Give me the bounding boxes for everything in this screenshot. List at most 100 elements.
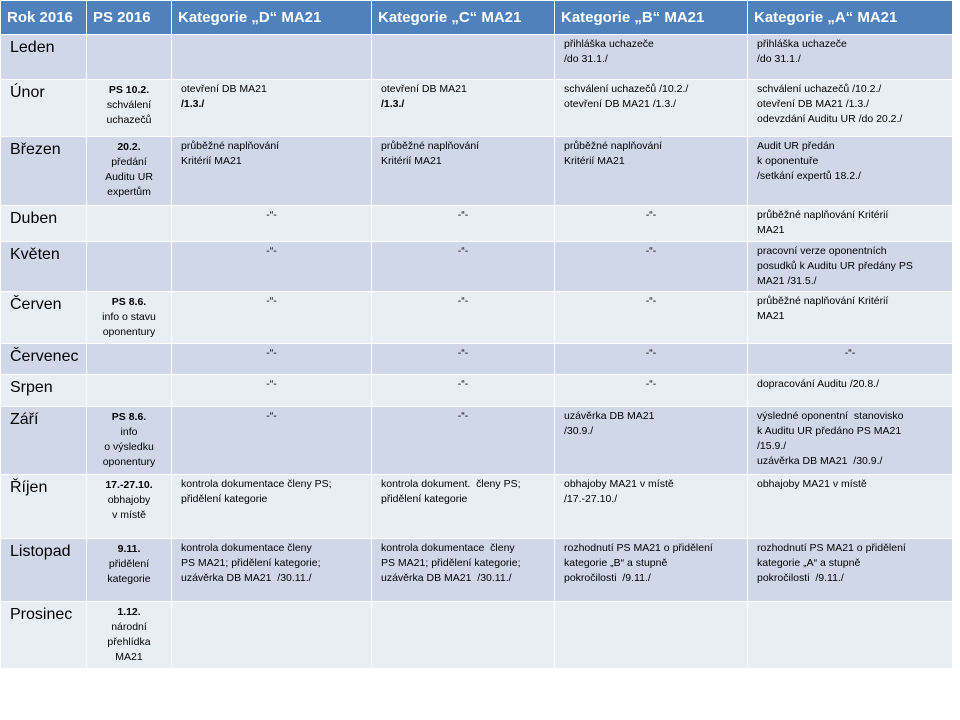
cell-text-line: kategorie „B“ a stupně	[564, 557, 668, 569]
ps-cell: PS 10.2. schválení uchazečů	[86, 79, 172, 137]
cell-text-line: -“-	[266, 245, 277, 257]
cell-text-line: přehlídka	[107, 636, 151, 648]
cell-text-line: předání	[111, 156, 147, 168]
category-b-cell: rozhodnutí PS MA21 o přidělení kategorie …	[554, 538, 748, 602]
table-row: Leden přihláška uchazeče/do 31.1./přihláš…	[0, 34, 953, 80]
cell-text-line: schválení	[106, 99, 152, 111]
cell-text-line: kontrola dokumentace členy PS;	[181, 478, 332, 490]
cell-text-line: 9.11.	[117, 543, 141, 555]
cell-text-line: MA21	[115, 651, 143, 663]
category-b-cell: -“-	[554, 291, 748, 344]
cell-text-line: /17.-27.10./	[564, 493, 618, 505]
cell-text-line: MA21	[757, 224, 785, 236]
cell-text-line: /1.3./	[381, 98, 405, 110]
month-cell: Květen	[0, 241, 87, 292]
category-a-cell: pracovní verze oponentních posudků k Audi…	[747, 241, 953, 292]
cell-text-line: info o stavu	[102, 311, 156, 323]
cell-text-line: přihláška uchazeče	[564, 38, 654, 50]
cell-text-line: -“-	[457, 295, 469, 307]
table-row: Červenec -“- -“- -“- -“-	[0, 343, 953, 375]
cell-text-line: -“-	[457, 245, 469, 257]
table-row: Březen 20.2. předání Auditu UR expertům průbě…	[0, 136, 953, 206]
cell-text-line: -“-	[844, 347, 856, 359]
category-c-cell	[371, 601, 555, 669]
category-b-cell: přihláška uchazeče/do 31.1./	[554, 34, 748, 80]
category-b-cell: obhajoby MA21 v místě/17.-27.10./	[554, 474, 748, 539]
ps-cell	[86, 34, 172, 80]
category-d-cell	[171, 601, 372, 669]
category-b-cell: -“-	[554, 343, 748, 375]
cell-text-line: průběžné naplňování	[381, 140, 480, 152]
cell-text-line: uzávěrka DB MA21 /30.11./	[381, 572, 512, 584]
cell-text-line: MA21 /31.5./	[757, 275, 817, 287]
category-b-cell: průběžné naplňování Kritérií MA21	[554, 136, 748, 206]
month-cell: Červen	[0, 291, 87, 344]
cell-text-line: -“-	[645, 245, 657, 257]
table-row: Říjen 17.-27.10. obhajoby v místě kontrola d…	[0, 474, 953, 539]
category-d-cell: průběžné naplňování Kritérií MA21	[171, 136, 372, 206]
cell-text-line: 17.-27.10.	[105, 479, 153, 491]
header-category-c: Kategorie „C“ MA21	[371, 0, 555, 35]
cell-text-line: kategorie	[107, 573, 151, 585]
cell-text-line: výsledné oponentní stanovisko	[757, 410, 904, 422]
cell-text-line: Auditu UR	[105, 171, 153, 183]
category-a-cell: schválení uchazečů /10.2./ otevření DB MA…	[747, 79, 953, 137]
month-cell: Únor	[0, 79, 87, 137]
cell-text-line: MA21	[757, 310, 785, 322]
cell-text-line: -“-	[266, 347, 277, 359]
cell-text-line: /30.9./	[564, 425, 594, 437]
cell-text-line: schválení uchazečů /10.2./	[757, 83, 882, 95]
cell-text-line: kontrola dokument. členy PS;	[381, 478, 521, 490]
cell-text-line: -“-	[645, 347, 657, 359]
cell-text-line: průběžné naplňování	[181, 140, 280, 152]
cell-text-line: o výsledku	[104, 441, 154, 453]
cell-text-line: -“-	[266, 209, 277, 221]
category-d-cell: -“-	[171, 406, 372, 475]
header-ps: PS 2016	[86, 0, 172, 35]
category-c-cell: -“-	[371, 343, 555, 375]
cell-text-line: odevzdání Auditu UR /do 20.2./	[757, 113, 903, 125]
table-row: Prosinec 1.12. národní přehlídka MA21	[0, 601, 953, 669]
cell-text-line: kontrola dokumentace členy	[381, 542, 515, 554]
cell-text-line: pokročilosti /9.11./	[757, 572, 844, 584]
cell-text-line: pokročilosti /9.11./	[564, 572, 651, 584]
cell-text-line: rozhodnutí PS MA21 o přidělení	[757, 542, 906, 554]
table-row: Únor PS 10.2. schválení uchazečů otevření DB…	[0, 79, 953, 137]
category-a-cell: Audit UR předán k oponentuře/setkání expe…	[747, 136, 953, 206]
month-cell: Prosinec	[0, 601, 87, 669]
cell-text-line: /do 31.1./	[757, 53, 801, 65]
table-row: Listopad 9.11. přidělení kategorie kontrola …	[0, 538, 953, 602]
cell-text-line: obhajoby	[107, 494, 151, 506]
ps-cell: PS 8.6. info o stavu oponentury	[86, 291, 172, 344]
cell-text-line: k oponentuře	[757, 155, 819, 167]
category-a-cell: průběžné naplňování Kritérií MA21	[747, 291, 953, 344]
month-cell: Červenec	[0, 343, 87, 375]
category-b-cell: -“-	[554, 241, 748, 292]
category-a-cell: průběžné naplňování Kritérií MA21	[747, 205, 953, 242]
cell-text-line: obhajoby MA21 v místě	[757, 478, 867, 490]
cell-text-line: -“-	[457, 410, 469, 422]
category-d-cell: kontrola dokumentace členy PS MA21; přidě…	[171, 538, 372, 602]
cell-text-line: -“-	[266, 410, 277, 422]
month-cell: Listopad	[0, 538, 87, 602]
category-d-cell: kontrola dokumentace členy PS; přidělení …	[171, 474, 372, 539]
cell-text-line: otevření DB MA21 /1.3./	[757, 98, 870, 110]
cell-text-line: posudků k Auditu UR předány PS	[757, 260, 913, 272]
category-d-cell: -“-	[171, 205, 372, 242]
category-c-cell: -“-	[371, 406, 555, 475]
category-a-cell: přihláška uchazeče/do 31.1./	[747, 34, 953, 80]
cell-text-line: průběžné naplňování Kritérií	[757, 209, 889, 221]
category-c-cell: otevření DB MA21/1.3./	[371, 79, 555, 137]
ps-cell: PS 8.6. info o výsledku oponentury	[86, 406, 172, 475]
category-a-cell: výsledné oponentní stanovisko k Auditu UR…	[747, 406, 953, 475]
cell-text-line: Kritérií MA21	[181, 155, 242, 167]
header-row: Rok 2016 PS 2016 Kategorie „D“ MA21 Kate…	[0, 0, 953, 35]
category-d-cell: otevření DB MA21/1.3./	[171, 79, 372, 137]
cell-text-line: přidělení kategorie	[381, 493, 468, 505]
cell-text-line: PS 10.2.	[108, 84, 150, 96]
category-a-cell: rozhodnutí PS MA21 o přidělení kategorie …	[747, 538, 953, 602]
cell-text-line: otevření DB MA21	[381, 83, 467, 95]
cell-text-line: -“-	[645, 378, 657, 390]
cell-text-line: oponentury	[102, 456, 156, 468]
cell-text-line: přihláška uchazeče	[757, 38, 847, 50]
